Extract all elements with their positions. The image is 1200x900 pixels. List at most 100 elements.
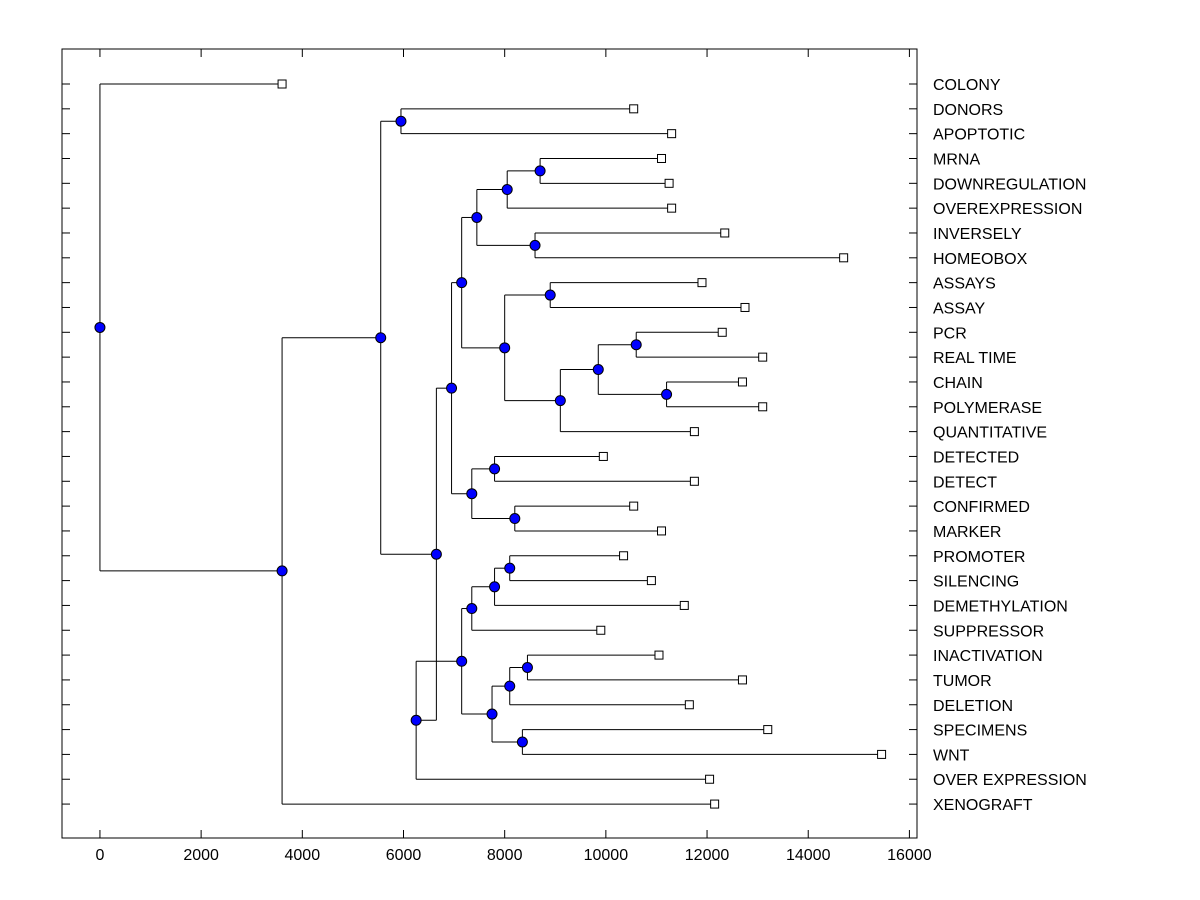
node-marker-n18 bbox=[489, 581, 501, 593]
leaf-marker-chain bbox=[737, 377, 747, 387]
leaf-label-inversely: INVERSELY bbox=[933, 226, 1022, 243]
node-markers bbox=[94, 115, 673, 748]
node-marker-n10 bbox=[554, 395, 566, 407]
x-axis: 0 2000 4000 6000 8000 10000 12000 14000 16000 bbox=[95, 49, 932, 864]
leaf-label-pcr: PCR bbox=[933, 325, 967, 342]
leaf-label-marker: MARKER bbox=[933, 524, 1001, 541]
node-marker-n12 bbox=[456, 277, 468, 289]
x-tick-label-8000: 8000 bbox=[487, 847, 523, 864]
node-marker-n2 bbox=[534, 165, 546, 177]
leaf-marker-inversely bbox=[720, 228, 730, 238]
leaf-markers bbox=[277, 79, 887, 809]
node-marker-n29 bbox=[94, 321, 106, 333]
leaf-label-over-expression: OVER EXPRESSION bbox=[933, 772, 1087, 789]
node-marker-n1 bbox=[395, 115, 407, 127]
dendrogram-links bbox=[99, 83, 882, 805]
leaf-label-mrna: MRNA bbox=[933, 151, 980, 168]
leaf-label-assay: ASSAY bbox=[933, 300, 986, 317]
node-marker-n27 bbox=[375, 332, 387, 344]
leaf-label-suppressor: SUPPRESSOR bbox=[933, 623, 1044, 640]
leaf-label-silencing: SILENCING bbox=[933, 574, 1019, 591]
leaf-marker-apoptotic bbox=[667, 129, 677, 139]
node-marker-n4 bbox=[529, 239, 541, 251]
leaf-marker-overexpression bbox=[667, 203, 677, 213]
node-marker-n6 bbox=[544, 289, 556, 301]
plot-frame bbox=[61, 48, 918, 839]
node-marker-n21 bbox=[504, 680, 516, 692]
node-marker-n14 bbox=[509, 513, 521, 525]
leaf-marker-assays bbox=[697, 278, 707, 288]
leaf-label-detect: DETECT bbox=[933, 474, 997, 491]
leaf-marker-tumor bbox=[737, 675, 747, 685]
leaf-marker-promoter bbox=[619, 551, 629, 561]
node-marker-n25 bbox=[410, 714, 422, 726]
x-tick-label-10000: 10000 bbox=[584, 847, 629, 864]
leaf-label-tumor: TUMOR bbox=[933, 673, 992, 690]
leaf-label-deletion: DELETION bbox=[933, 698, 1013, 715]
node-marker-n17 bbox=[504, 562, 516, 574]
leaf-label-specimens: SPECIMENS bbox=[933, 723, 1027, 740]
leaf-marker-detected bbox=[598, 451, 608, 461]
leaf-label-wnt: WNT bbox=[933, 747, 970, 764]
leaf-label-colony: COLONY bbox=[933, 77, 1001, 94]
leaf-marker-confirmed bbox=[629, 501, 639, 511]
x-tick-label-4000: 4000 bbox=[285, 847, 321, 864]
x-tick-label-12000: 12000 bbox=[685, 847, 730, 864]
leaf-marker-real-time bbox=[758, 352, 768, 362]
leaf-marker-detect bbox=[689, 476, 699, 486]
leaf-marker-downregulation bbox=[664, 178, 674, 188]
x-tick-label-14000: 14000 bbox=[786, 847, 831, 864]
leaf-label-donors: DONORS bbox=[933, 102, 1003, 119]
node-marker-n20 bbox=[521, 662, 533, 674]
node-marker-n11 bbox=[499, 342, 511, 354]
leaf-marker-mrna bbox=[657, 153, 667, 163]
leaf-label-downregulation: DOWNREGULATION bbox=[933, 176, 1086, 193]
node-marker-n23 bbox=[486, 708, 498, 720]
leaf-marker-silencing bbox=[646, 576, 656, 586]
leaf-label-assays: ASSAYS bbox=[933, 276, 996, 293]
leaf-marker-over-expression bbox=[705, 774, 715, 784]
leaf-marker-inactivation bbox=[654, 650, 664, 660]
node-marker-n26 bbox=[430, 548, 442, 560]
leaf-labels: COLONY DONORS APOPTOTIC MRNA DOWNREGULATION O… bbox=[933, 77, 1087, 814]
leaf-marker-quantitative bbox=[689, 427, 699, 437]
leaf-marker-deletion bbox=[684, 700, 694, 710]
leaf-label-inactivation: INACTIVATION bbox=[933, 648, 1043, 665]
leaf-label-promoter: PROMOTER bbox=[933, 549, 1025, 566]
leaf-marker-suppressor bbox=[596, 625, 606, 635]
leaf-marker-donors bbox=[629, 104, 639, 114]
node-marker-n22 bbox=[516, 736, 528, 748]
leaf-marker-assay bbox=[740, 302, 750, 312]
leaf-marker-wnt bbox=[877, 749, 887, 759]
leaf-marker-demethylation bbox=[679, 600, 689, 610]
x-tick-label-16000: 16000 bbox=[887, 847, 932, 864]
node-marker-n16 bbox=[446, 382, 458, 394]
leaf-label-overexpression: OVEREXPRESSION bbox=[933, 201, 1082, 218]
leaf-label-confirmed: CONFIRMED bbox=[933, 499, 1030, 516]
leaf-marker-pcr bbox=[717, 327, 727, 337]
node-marker-n15 bbox=[466, 488, 478, 500]
node-marker-n24 bbox=[456, 655, 468, 667]
node-marker-n9 bbox=[592, 364, 604, 376]
leaf-label-xenograft: XENOGRAFT bbox=[933, 797, 1033, 814]
leaf-label-polymerase: POLYMERASE bbox=[933, 400, 1042, 417]
leaf-label-homeobox: HOMEOBOX bbox=[933, 251, 1028, 268]
node-marker-n5 bbox=[471, 211, 483, 223]
leaf-marker-polymerase bbox=[758, 402, 768, 412]
leaf-label-chain: CHAIN bbox=[933, 375, 983, 392]
node-marker-n28 bbox=[276, 565, 288, 577]
node-marker-n3 bbox=[501, 184, 513, 196]
leaf-marker-specimens bbox=[763, 725, 773, 735]
leaf-label-detected: DETECTED bbox=[933, 449, 1019, 466]
leaf-marker-xenograft bbox=[710, 799, 720, 809]
node-marker-n7 bbox=[630, 339, 642, 351]
leaf-label-demethylation: DEMETHYLATION bbox=[933, 598, 1068, 615]
leaf-marker-homeobox bbox=[839, 253, 849, 263]
node-marker-n13 bbox=[489, 463, 501, 475]
leaf-tick-marks bbox=[62, 83, 917, 805]
leaf-marker-marker bbox=[657, 526, 667, 536]
leaf-label-apoptotic: APOPTOTIC bbox=[933, 127, 1025, 144]
x-tick-label-2000: 2000 bbox=[183, 847, 219, 864]
leaf-label-quantitative: QUANTITATIVE bbox=[933, 425, 1047, 442]
